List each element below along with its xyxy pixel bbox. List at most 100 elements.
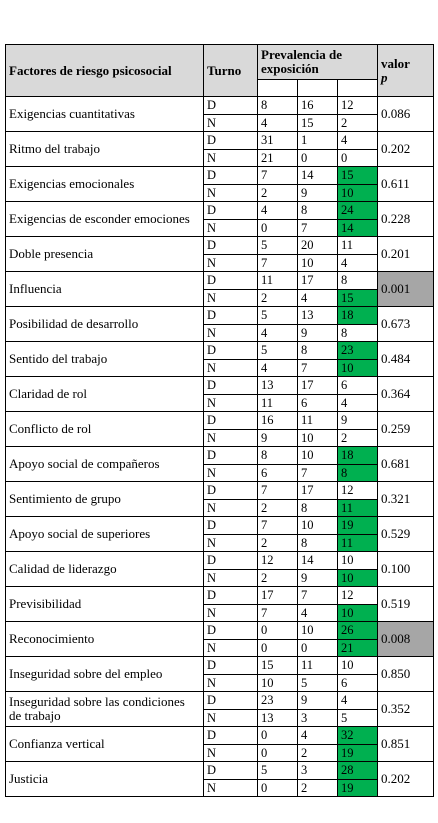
turno-cell: N [203,778,258,797]
data-row: Reconocimiento D 0 10 26 0.008 [5,621,434,657]
data-row: Exigencias de esconder emociones D 4 8 24 0.2… [5,201,434,237]
turno-cell: D [203,446,258,465]
turno-cell: D [203,341,258,360]
p-value-cell: 0.681 [377,446,434,482]
p-value-cell: 0.850 [377,656,434,692]
factor-cell: Inseguridad sobre las condiciones de tra… [5,691,204,727]
value-cell: 4 [257,323,298,342]
value-cell: 20 [297,236,338,255]
value-cell: 23 [337,341,378,360]
factor-cell: Justicia [5,761,204,797]
value-cell: 18 [337,306,378,325]
turno-cell: N [203,533,258,552]
valor-header: valor p [377,44,434,97]
value-cell: 4 [297,726,338,745]
value-cell: 13 [257,708,298,727]
value-cell: 9 [337,411,378,430]
data-row: N 0 2 19 [6,778,434,797]
p-label: p [381,69,388,85]
value-cell: 11 [337,498,378,517]
value-cell: 14 [337,218,378,237]
p-value-cell: 0.519 [377,586,434,622]
p-value-cell: 0.611 [377,166,434,202]
factor-cell: Ritmo del trabajo [5,131,204,167]
value-cell: 5 [257,306,298,325]
value-cell: 10 [337,568,378,587]
turno-cell: N [203,393,258,412]
data-row: Sentido del trabajo D 5 8 23 0.484 [5,341,434,377]
value-cell: 9 [257,428,298,447]
value-cell: 3 [297,708,338,727]
value-cell: 19 [337,743,378,762]
value-cell: 14 [297,551,338,570]
turno-cell: D [203,481,258,500]
value-cell: 21 [257,148,298,167]
p-value-cell: 0.364 [377,376,434,412]
value-cell: 12 [257,551,298,570]
value-cell: 17 [297,271,338,290]
value-cell: 2 [257,533,298,552]
turno-cell: N [203,218,258,237]
value-cell: 10 [337,551,378,570]
p-value-cell: 0.202 [377,761,434,797]
value-cell: 10 [297,428,338,447]
value-cell: 4 [257,201,298,220]
turno-cell: D [203,691,258,710]
factor-cell: Inseguridad sobre del empleo [5,656,204,692]
turno-cell: N [203,638,258,657]
value-cell: 2 [337,113,378,132]
value-cell: 8 [337,463,378,482]
value-cell: 10 [337,603,378,622]
data-row: N 2 9 10 [6,183,434,202]
turno-cell: D [203,271,258,290]
data-row: Justicia D 5 3 28 0.202 [5,761,434,797]
turno-cell: D [203,761,258,780]
value-cell: 6 [337,673,378,692]
p-value-cell: 0.201 [377,236,434,272]
factor-header: Factores de riesgo psicosocial [5,44,204,97]
turno-cell: D [203,656,258,675]
value-cell: 28 [337,761,378,780]
value-cell: 9 [297,568,338,587]
factor-cell: Previsibilidad [5,586,204,622]
value-cell: 4 [337,253,378,272]
turno-cell: D [203,131,258,150]
factor-cell: Influencia [5,271,204,307]
turno-cell: N [203,358,258,377]
factor-cell: Exigencias emocionales [5,166,204,202]
value-cell: 8 [297,341,338,360]
data-row: Calidad de liderazgo D 12 14 10 0.100 [5,551,434,587]
value-cell: 13 [297,306,338,325]
turno-cell: D [203,236,258,255]
risk-table: Factores de riesgo psicosocial Turno Pre… [5,44,434,797]
factor-cell: Exigencias cuantitativas [5,96,204,132]
value-cell: 12 [337,481,378,500]
data-row: Conflicto de rol D 16 11 9 0.259 [5,411,434,447]
value-cell: 31 [257,131,298,150]
data-row: Apoyo social de superiores D 7 10 19 0.529 [5,516,434,552]
turno-cell: D [203,551,258,570]
value-cell: 11 [297,411,338,430]
table-body: Exigencias cuantitativas D 8 16 12 0.086 N 4 15 2… [5,96,434,797]
turno-cell: D [203,516,258,535]
value-cell: 10 [337,183,378,202]
data-row: Exigencias cuantitativas D 8 16 12 0.086 [5,96,434,132]
turno-cell: N [203,428,258,447]
value-cell: 9 [297,183,338,202]
value-cell: 8 [257,96,298,115]
value-cell: 5 [337,708,378,727]
value-cell: 7 [297,358,338,377]
value-cell: 6 [257,463,298,482]
value-cell: 19 [337,516,378,535]
value-cell: 10 [297,253,338,272]
value-cell: 16 [297,96,338,115]
value-cell: 5 [257,761,298,780]
turno-cell: N [203,498,258,517]
turno-header: Turno [203,44,258,97]
value-cell: 10 [337,358,378,377]
value-cell: 6 [297,393,338,412]
value-cell: 23 [257,691,298,710]
